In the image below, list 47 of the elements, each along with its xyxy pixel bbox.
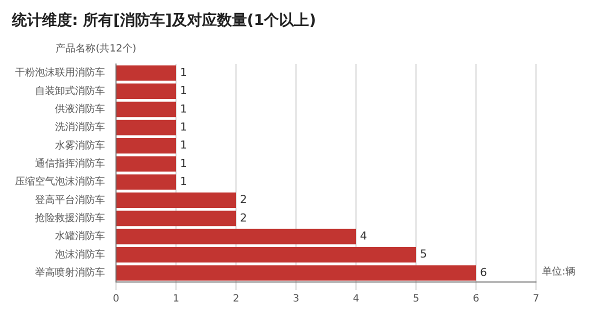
y-tick-label: 供液消防车 (55, 103, 105, 116)
y-tick-label: 自装卸式消防车 (35, 84, 105, 97)
data-label: 1 (180, 174, 187, 188)
bar (116, 120, 176, 136)
y-axis-title: 产品名称(共12个) (56, 42, 136, 55)
data-label: 5 (420, 248, 427, 261)
y-tick-label: 压缩空气泡沫消防车 (15, 176, 105, 188)
bar (116, 174, 176, 190)
y-tick-label: 干粉泡沫联用消防车 (15, 66, 105, 79)
y-tick-label: 通信指挥消防车 (35, 158, 105, 170)
data-label: 1 (180, 102, 187, 116)
bar (116, 102, 176, 118)
data-label: 4 (360, 229, 367, 242)
data-label: 1 (180, 84, 187, 98)
bar (116, 247, 416, 262)
data-label: 1 (180, 66, 187, 79)
data-label: 2 (240, 193, 247, 206)
x-tick-label: 5 (412, 294, 420, 305)
data-label: 2 (240, 211, 247, 224)
y-tick-label: 水雾消防车 (55, 139, 105, 152)
bar (116, 84, 176, 99)
data-label: 6 (480, 266, 487, 279)
bar (116, 265, 476, 281)
bar (116, 156, 176, 172)
y-tick-label: 水罐消防车 (55, 230, 105, 242)
x-tick-label: 4 (352, 294, 360, 305)
chart-title: 统计维度: 所有[消防车]及对应数量(1个以上) (11, 10, 316, 29)
x-tick-label: 0 (112, 294, 120, 305)
bar (116, 228, 356, 244)
x-tick-label: 1 (172, 294, 180, 305)
y-tick-label: 登高平台消防车 (35, 194, 105, 206)
x-tick-label: 6 (472, 294, 480, 305)
y-tick-label: 举高喷射消防车 (35, 266, 105, 279)
data-label: 1 (180, 120, 187, 134)
bar (116, 65, 176, 81)
y-tick-label: 抢险救援消防车 (35, 212, 105, 224)
y-tick-label: 泡沫消防车 (55, 248, 105, 260)
data-label: 1 (180, 156, 187, 170)
x-tick-label: 2 (232, 294, 240, 305)
data-label: 1 (180, 138, 187, 152)
bar (116, 192, 236, 208)
bar (116, 138, 176, 154)
bar (116, 210, 236, 226)
x-tick-label: 3 (292, 294, 300, 305)
x-axis-title: 单位:辆 (542, 266, 576, 278)
x-tick-label: 7 (532, 294, 540, 305)
y-tick-label: 洗消消防车 (55, 121, 105, 134)
